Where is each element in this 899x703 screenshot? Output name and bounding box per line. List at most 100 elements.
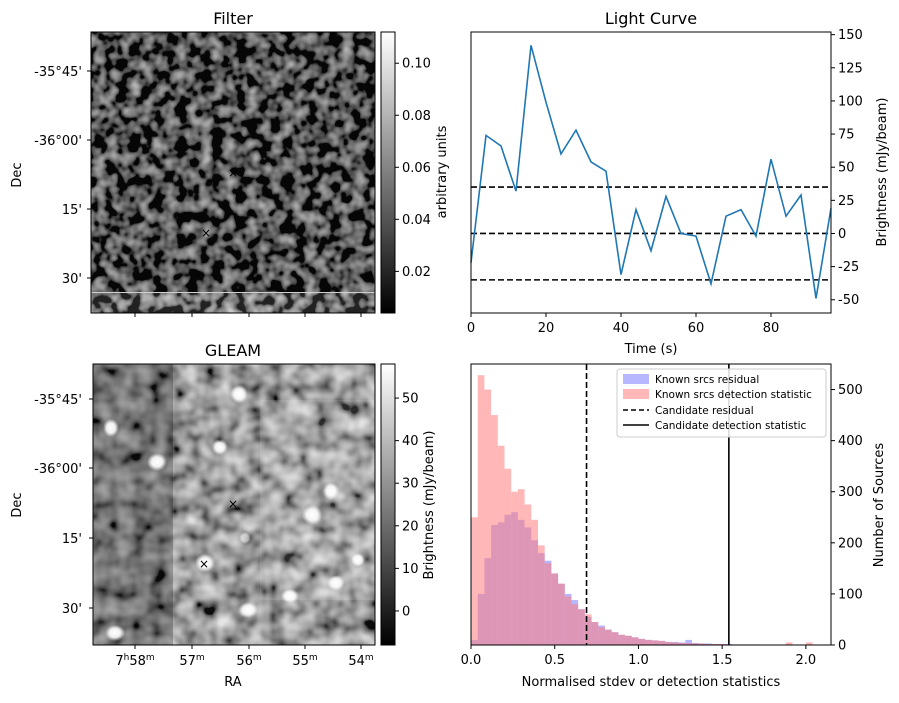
light-curve-title: Light Curve — [605, 9, 697, 28]
filter-dec-tick-label: -35°45' — [34, 65, 82, 80]
colorbar-tick-label: 0.08 — [402, 109, 431, 124]
filter-dec-ticks: -35°45' -36°00' 15' 30' — [34, 65, 91, 287]
ra-tick-label: 56m — [236, 653, 261, 669]
x-tick-label: 1.5 — [712, 653, 733, 668]
light-curve-x-axis-label: Time (s) — [624, 342, 678, 357]
histogram-y-axis-label: Number of Sources — [872, 443, 887, 568]
y-tick-label: 100 — [838, 587, 863, 602]
gleam-dec-tick-label: 15' — [62, 532, 82, 547]
colorbar-tick-label: 10 — [402, 562, 419, 577]
colorbar-tick-label: 0.10 — [402, 57, 431, 72]
y-tick-label: 0 — [838, 639, 846, 654]
gleam-y-axis-label: Dec — [10, 492, 25, 517]
ra-tick-label: 57m — [179, 653, 204, 669]
x-tick-label: 0.0 — [461, 653, 482, 668]
ra-tick-label: 54m — [348, 653, 373, 669]
gleam-title: GLEAM — [205, 341, 261, 360]
gleam-x-axis-label: RA — [224, 675, 242, 690]
gleam-dec-tick-label: -36°00' — [34, 462, 82, 477]
colorbar-tick-label: 30 — [402, 477, 419, 492]
y-tick-label: 150 — [838, 28, 863, 43]
detection-bar — [498, 446, 505, 645]
detection-bar — [605, 630, 612, 645]
gleam-colorbar: 50 40 30 20 10 0 Brightness (mJy/beam) — [381, 364, 437, 645]
filter-panel: Filter × × -35°45' -36°00' 15' 30' — [10, 9, 450, 317]
y-tick-label: 50 — [838, 161, 855, 176]
gleam-ra-ticks: 7h58m 57m 56m 55m 54m — [115, 645, 373, 669]
y-tick-label: 25 — [838, 194, 855, 209]
legend-label: Candidate residual — [655, 405, 754, 417]
gleam-panel: GLEAM × × -35°45' — [10, 341, 437, 690]
y-tick-label: 0 — [838, 227, 846, 242]
detection-bar — [518, 489, 525, 645]
y-tick-label: 200 — [838, 536, 863, 551]
y-tick-label: -25 — [838, 260, 859, 275]
colorbar-tick-label: 0.02 — [402, 265, 431, 280]
detection-bar — [545, 563, 552, 645]
gleam-dec-tick-label: 30' — [62, 602, 82, 617]
colorbar-tick-label: 40 — [402, 434, 419, 449]
legend-label: Known srcs detection statistic — [655, 389, 812, 401]
legend-swatch-detection — [623, 389, 649, 399]
detection-bar — [551, 573, 558, 645]
detection-bar — [598, 627, 605, 645]
x-tick-label: 60 — [688, 321, 705, 336]
light-curve-series — [471, 45, 831, 298]
detection-bar — [565, 596, 572, 645]
detection-bar — [471, 517, 478, 645]
filter-title: Filter — [213, 9, 253, 28]
legend-label: Known srcs residual — [655, 374, 759, 386]
gleam-dec-tick-label: -35°45' — [34, 393, 82, 408]
detection-bar — [538, 545, 545, 645]
y-tick-label: 75 — [838, 128, 855, 143]
y-tick-label: -50 — [838, 293, 859, 308]
x-tick-label: 80 — [763, 321, 780, 336]
y-tick-label: 100 — [838, 94, 863, 109]
detection-bar — [652, 640, 659, 645]
y-tick-label: 125 — [838, 61, 863, 76]
colorbar-tick-label: 0 — [402, 604, 410, 619]
detection-bar — [645, 640, 652, 645]
colorbar-tick-label: 20 — [402, 519, 419, 534]
detection-bar — [638, 639, 645, 645]
filter-colorbar-label: arbitrary units — [435, 125, 450, 218]
histogram-legend: Known srcs residual Known srcs detection… — [617, 369, 826, 437]
filter-dec-tick-label: 30' — [62, 272, 82, 287]
x-tick-label: 1.0 — [628, 653, 649, 668]
detection-bar — [491, 415, 498, 645]
detection-bar — [558, 584, 565, 645]
histogram-x-axis-label: Normalised stdev or detection statistics — [522, 675, 781, 690]
y-tick-label: 400 — [838, 434, 863, 449]
filter-dec-tick-label: -36°00' — [34, 134, 82, 149]
x-tick-label: 40 — [613, 321, 630, 336]
x-tick-label: 2.0 — [796, 653, 817, 668]
y-tick-label: 300 — [838, 485, 863, 500]
detection-bar — [571, 604, 578, 645]
y-tick-label: 500 — [838, 383, 863, 398]
gleam-dec-ticks: -35°45' -36°00' 15' 30' — [34, 393, 93, 617]
detection-bar — [592, 622, 599, 645]
gleam-colorbar-label: Brightness (mJy/beam) — [422, 431, 437, 580]
filter-y-axis-label: Dec — [10, 162, 25, 187]
filter-colorbar: 0.100.080.060.040.02 arbitrary units — [381, 32, 450, 313]
legend-label: Candidate detection statistic — [655, 420, 807, 432]
filter-ra-ticks — [135, 313, 361, 317]
colorbar-tick-label: 50 — [402, 392, 419, 407]
ra-tick-label: 7h58m — [115, 653, 154, 669]
detection-bar — [632, 637, 639, 645]
legend-swatch-residual — [623, 374, 649, 384]
detection-bar — [625, 636, 632, 645]
gleam-reference-marker: × — [199, 557, 209, 571]
filter-dec-tick-label: 15' — [62, 203, 82, 218]
light-curve-axes-frame — [471, 32, 831, 313]
detection-bar — [511, 492, 518, 645]
detection-bar — [478, 375, 485, 645]
filter-candidate-marker: × — [228, 166, 238, 180]
gleam-candidate-marker: × — [228, 497, 238, 511]
ra-tick-label: 55m — [292, 653, 317, 669]
detection-bar — [525, 505, 532, 646]
detection-bar — [618, 635, 625, 645]
